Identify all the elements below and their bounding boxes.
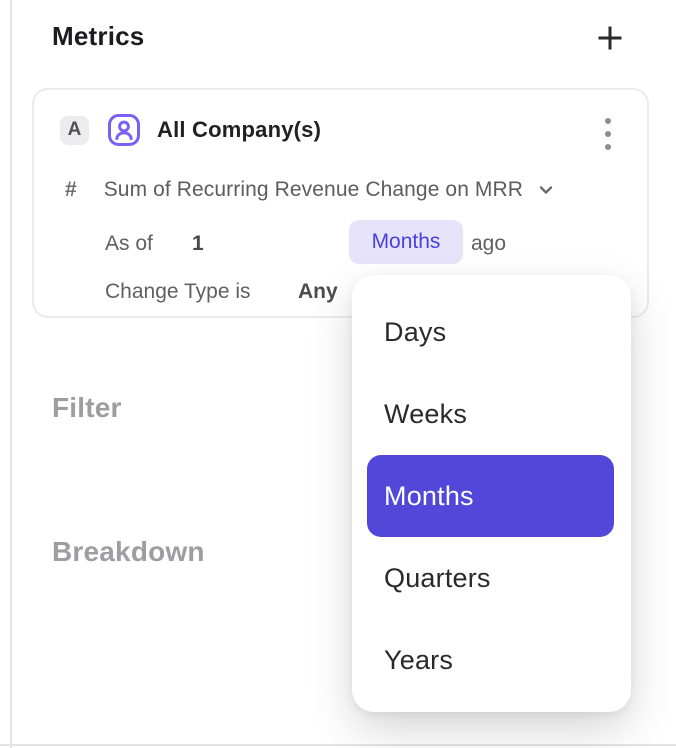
metric-selector[interactable]: # Sum of Recurring Revenue Change on MRR xyxy=(65,174,555,206)
metric-card-header: A All Company(s) xyxy=(60,112,321,148)
chevron-down-icon xyxy=(539,186,553,194)
dropdown-option-weeks[interactable]: Weeks xyxy=(384,398,468,429)
page-title: Metrics xyxy=(52,21,145,51)
plus-icon xyxy=(598,26,622,50)
add-metric-button[interactable] xyxy=(592,20,628,56)
as-of-value-input[interactable]: 1 xyxy=(192,232,204,255)
kebab-menu-icon xyxy=(605,131,611,137)
metric-label: Sum of Recurring Revenue Change on MRR xyxy=(103,178,524,201)
metric-letter-badge: A xyxy=(60,115,89,145)
filter-section-label: Filter xyxy=(52,392,122,423)
change-type-value-select[interactable]: Any xyxy=(298,280,338,303)
entity-label: All Company(s) xyxy=(157,117,322,142)
as-of-label: As of xyxy=(105,232,153,255)
unit-dropdown-menu: Days Weeks Months Quarters Years xyxy=(352,275,631,712)
panel-left-border xyxy=(10,0,12,748)
dropdown-option-years[interactable]: Years xyxy=(384,644,454,675)
metric-card: A All Company(s) # Sum of Recurring Reve… xyxy=(32,88,649,318)
change-type-label: Change Type is xyxy=(105,280,251,303)
as-of-unit-select[interactable]: Months xyxy=(349,220,463,264)
kebab-menu-icon xyxy=(605,118,611,124)
person-badge-icon xyxy=(108,114,140,146)
number-type-icon: # xyxy=(65,178,77,201)
dropdown-option-quarters[interactable]: Quarters xyxy=(384,562,491,593)
breakdown-section-label: Breakdown xyxy=(52,536,205,567)
card-menu-button[interactable] xyxy=(593,116,623,152)
panel-bottom-border xyxy=(0,744,676,746)
kebab-menu-icon xyxy=(605,144,611,150)
dropdown-option-days[interactable]: Days xyxy=(384,316,447,347)
as-of-suffix: ago xyxy=(471,232,507,255)
dropdown-option-months-selected[interactable]: Months xyxy=(367,455,614,537)
